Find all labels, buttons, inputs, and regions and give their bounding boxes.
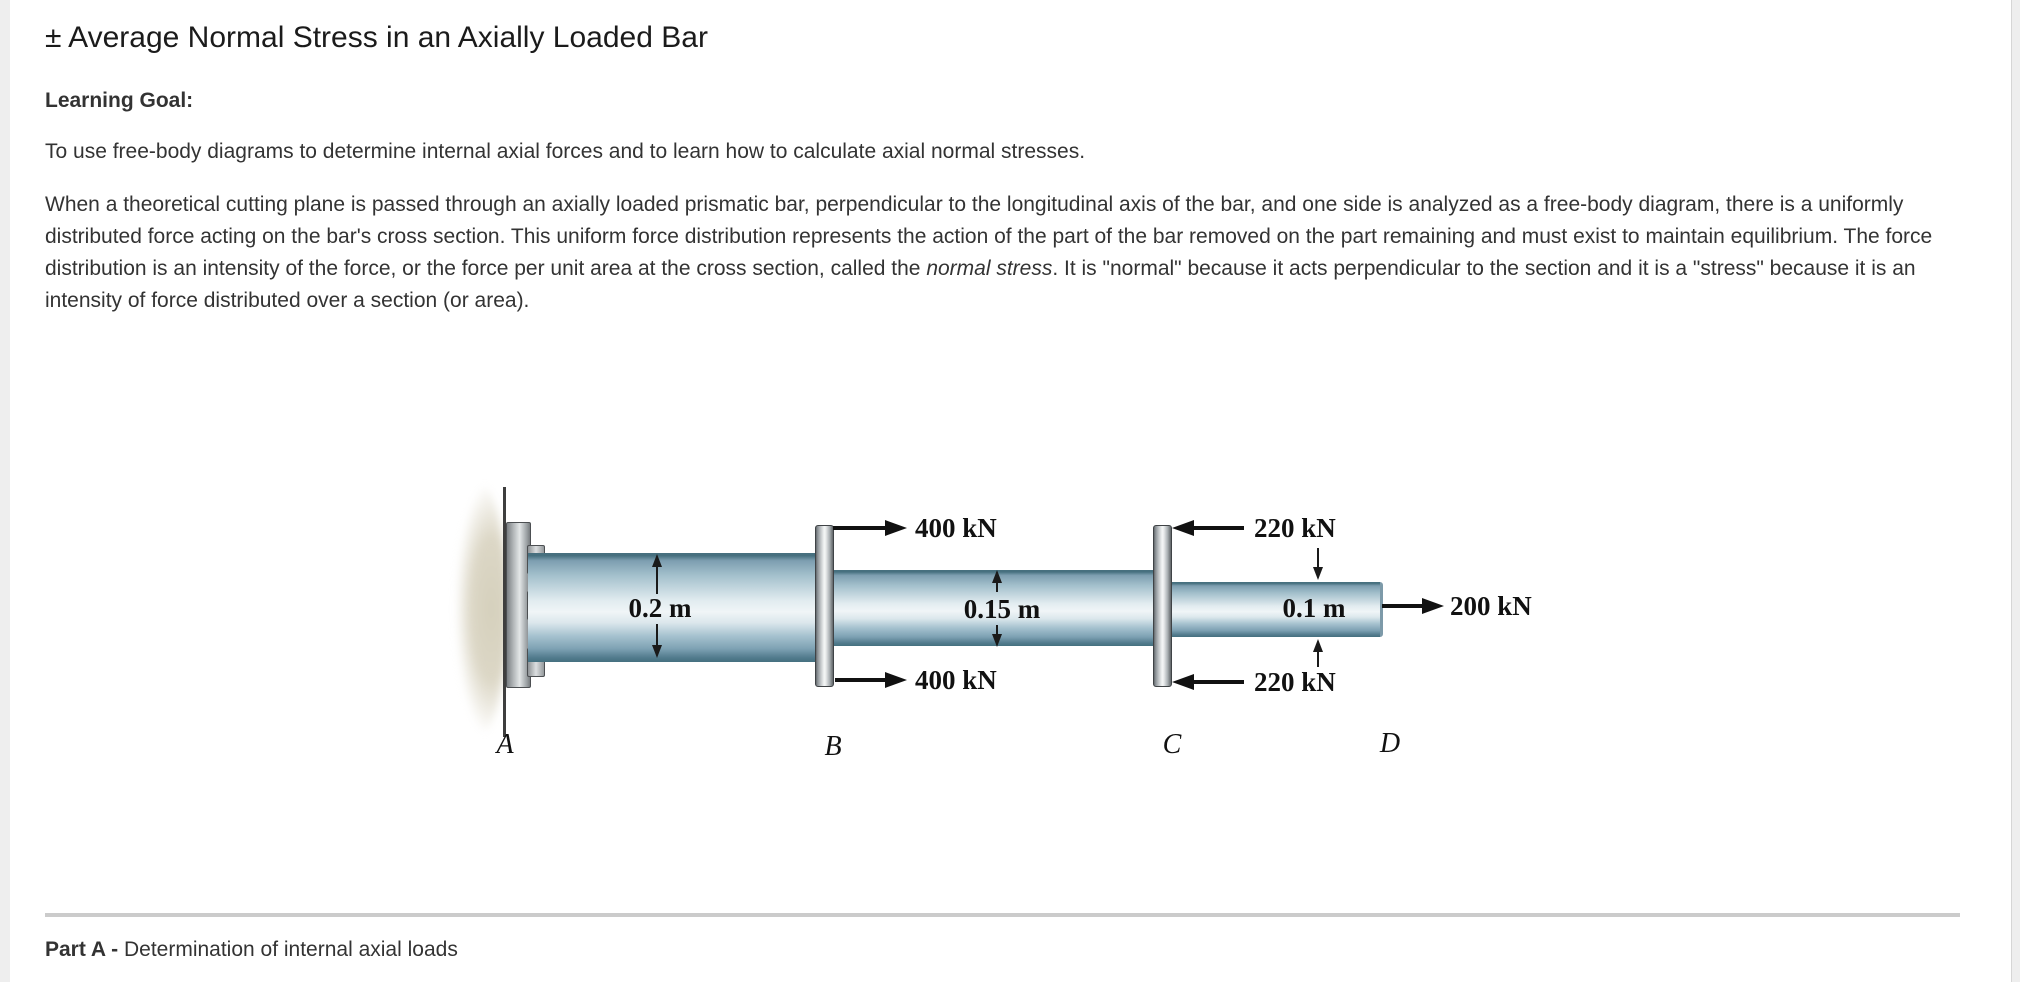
dim-arrow-down-icon — [992, 634, 1002, 647]
learning-goal-heading: Learning Goal: — [45, 89, 194, 112]
point-label-a: A — [496, 729, 514, 760]
dim-line — [996, 625, 998, 635]
force-label-b-top: 400 kN — [915, 513, 997, 543]
part-a-heading: Part A - Determination of internal axial… — [45, 935, 458, 965]
dim-line — [656, 566, 658, 594]
arrowhead-right-icon — [885, 672, 907, 688]
section-divider — [45, 913, 1960, 917]
description-italic-term: normal stress — [926, 257, 1053, 280]
bar-segment-cd — [1170, 582, 1383, 637]
dim-arrow-up-icon — [652, 554, 662, 567]
wall-line — [503, 487, 506, 737]
part-a-title: Determination of internal axial loads — [123, 938, 458, 961]
dim-line — [996, 582, 998, 592]
description-part1: When a theoretical cutting plane is pass… — [45, 193, 1933, 280]
problem-page: ± Average Normal Stress in an Axially Lo… — [10, 0, 2012, 982]
force-label-c-bottom: 220 kN — [1254, 667, 1336, 697]
problem-description: When a theoretical cutting plane is pass… — [45, 189, 1955, 317]
dim-label-cd: 0.1 m — [1282, 593, 1346, 623]
dim-line — [656, 624, 658, 646]
point-label-c: C — [1162, 729, 1182, 760]
dim-arrow-up-icon — [1313, 639, 1323, 652]
force-label-b-bottom: 400 kN — [915, 665, 997, 695]
force-arrow-c-bottom — [1194, 680, 1244, 684]
arrowhead-left-icon — [1172, 674, 1194, 690]
force-label-d: 200 kN — [1450, 591, 1532, 621]
dim-arrow-down-icon — [652, 645, 662, 658]
learning-goal-text: To use free-body diagrams to determine i… — [45, 140, 1086, 163]
dim-label-ab: 0.2 m — [628, 593, 692, 623]
problem-content: ± Average Normal Stress in an Axially Lo… — [10, 0, 2011, 317]
dim-label-bc: 0.15 m — [963, 594, 1041, 624]
page-title: ± Average Normal Stress in an Axially Lo… — [45, 21, 708, 54]
arrowhead-left-icon — [1172, 520, 1194, 536]
wall-end-plate — [506, 522, 531, 688]
wall-shadow — [448, 481, 508, 737]
flange-b — [815, 525, 834, 687]
force-arrow-d — [1382, 604, 1422, 608]
bar-diagram: 400 kN 400 kN 220 kN 220 kN 200 kN 0.2 m… — [10, 455, 2011, 800]
bar-segment-ab — [528, 553, 816, 662]
dim-line — [1317, 548, 1319, 568]
point-label-b: B — [824, 731, 842, 762]
point-label-d: D — [1379, 728, 1401, 759]
flange-c — [1153, 525, 1172, 687]
force-label-c-top: 220 kN — [1254, 513, 1336, 543]
force-arrow-b-top — [833, 526, 885, 530]
description-part2: . It is "normal" because it acts perpend… — [45, 257, 1916, 312]
force-arrow-b-bottom — [835, 678, 885, 682]
dim-arrow-up-icon — [992, 570, 1002, 583]
dim-arrow-down-icon — [1313, 567, 1323, 580]
arrowhead-right-icon — [1422, 598, 1444, 614]
arrowhead-right-icon — [885, 520, 907, 536]
part-a-label: Part A - — [45, 938, 124, 961]
dim-line — [1317, 651, 1319, 667]
force-arrow-c-top — [1194, 526, 1244, 530]
